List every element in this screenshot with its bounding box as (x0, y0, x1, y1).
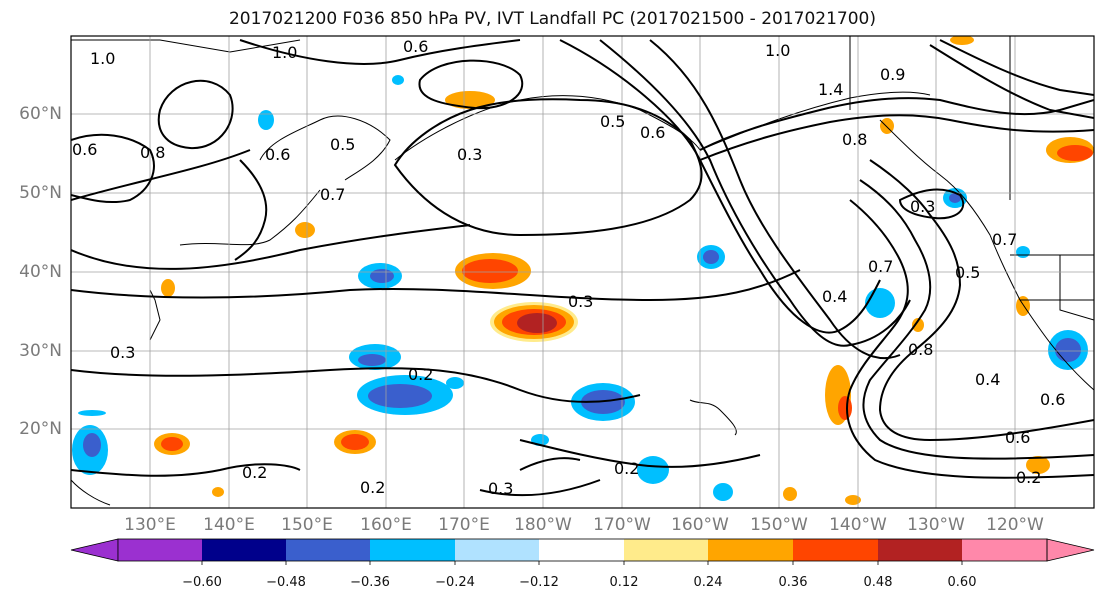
contour-label: 0.6 (403, 37, 428, 56)
colorbar-tick-label: 0.60 (947, 575, 977, 590)
graticule (71, 36, 1094, 508)
contour-label: 0.5 (600, 112, 625, 131)
colorbar-extend-high (1046, 538, 1095, 562)
contour-label: 0.5 (330, 135, 355, 154)
colorbar-extend-low (70, 538, 119, 562)
colorbar-tick-label: 0.36 (778, 575, 808, 590)
colorbar-tick-label: −0.48 (266, 575, 306, 590)
colorbar-tick-label: −0.24 (435, 575, 475, 590)
lon-label: 160°E (360, 515, 412, 535)
lat-label: 20°N (19, 419, 62, 439)
lon-label: 140°W (829, 515, 887, 535)
lon-label: 140°E (203, 515, 255, 535)
contour-label: 0.2 (408, 365, 433, 384)
contour-label: 0.2 (614, 459, 639, 478)
lon-label: 180°W (514, 515, 572, 535)
lon-label: 130°W (907, 515, 965, 535)
contour-label: 0.7 (320, 185, 345, 204)
contour-label: 0.3 (568, 292, 593, 311)
contour-label: 0.3 (110, 343, 135, 362)
lon-label: 130°E (124, 515, 176, 535)
contour-label: 1.0 (90, 49, 115, 68)
lat-label: 30°N (19, 341, 62, 361)
contour-label: 0.3 (488, 479, 513, 498)
contour-label: 0.6 (72, 140, 97, 159)
contour-label: 0.7 (992, 230, 1017, 249)
contour-label: 0.4 (975, 370, 1000, 389)
contour-label: 0.3 (457, 145, 482, 164)
contour-label-group: 1.0 1.0 0.6 1.0 1.4 0.9 0.6 0.8 0.5 0.6 … (72, 37, 1065, 498)
colorbar-tick-label: −0.36 (350, 575, 390, 590)
contour-label: 0.5 (955, 263, 980, 282)
colorbar-tick-label: −0.60 (182, 575, 222, 590)
contour-label: 0.6 (265, 145, 290, 164)
contour-label: 0.4 (822, 287, 847, 306)
contour-label: 0.8 (908, 340, 933, 359)
contour-label: 0.2 (360, 478, 385, 497)
map-title: 2017021200 F036 850 hPa PV, IVT Landfall… (228, 9, 876, 29)
lon-label: 170°E (438, 515, 490, 535)
contour-label: 1.4 (818, 80, 843, 99)
contour-label: 0.9 (880, 65, 905, 84)
contour-label: 0.6 (1040, 390, 1065, 409)
lat-label: 60°N (19, 104, 62, 124)
lon-label: 120°W (986, 515, 1044, 535)
contour-label: 0.6 (640, 123, 665, 142)
lat-label: 50°N (19, 183, 62, 203)
contour-label: 0.7 (868, 257, 893, 276)
map-panel (71, 36, 1094, 508)
contour-label: 0.2 (242, 463, 267, 482)
contour-label: 0.8 (842, 130, 867, 149)
colorbar (70, 538, 1095, 565)
lon-label: 160°W (671, 515, 729, 535)
contour-label: 0.3 (910, 197, 935, 216)
contour-label: 1.0 (272, 43, 297, 62)
lon-label: 150°W (750, 515, 808, 535)
contour-label: 0.8 (140, 143, 165, 162)
colorbar-tick-label: 0.48 (863, 575, 893, 590)
lat-label: 40°N (19, 262, 62, 282)
pv-shading (72, 36, 1094, 505)
colorbar-tick-label: 0.24 (693, 575, 723, 590)
contour-label: 1.0 (765, 41, 790, 60)
pv-contours (71, 39, 1094, 497)
colorbar-tick-label: 0.12 (609, 575, 639, 590)
contour-label: 0.2 (1016, 468, 1041, 487)
lon-label: 170°W (593, 515, 651, 535)
map-frame (70, 35, 1095, 509)
contour-label: 0.6 (1005, 428, 1030, 447)
lon-label: 150°E (281, 515, 333, 535)
colorbar-tick-label: −0.12 (519, 575, 559, 590)
